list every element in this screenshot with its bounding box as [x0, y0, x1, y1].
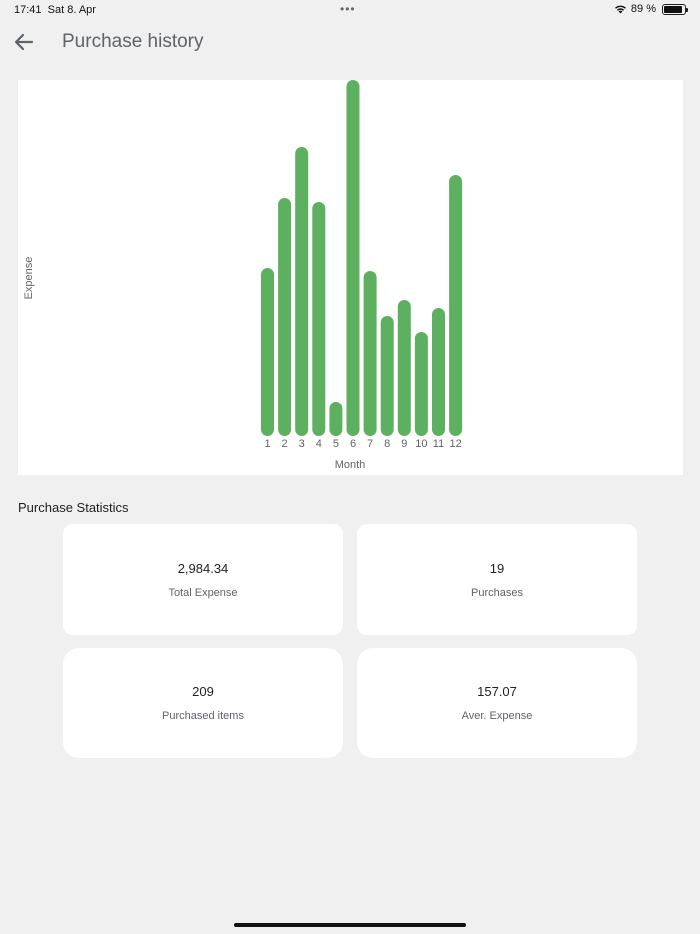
status-time-text: 17:41 [14, 4, 42, 16]
x-tick-label: 12 [449, 438, 461, 450]
x-tick-label: 2 [282, 438, 288, 450]
x-tick-label: 11 [433, 438, 444, 450]
expense-bar-chart: Expense Month 1 2 3 4 5 6 7 8 9 10 11 12 [23, 80, 463, 471]
status-indicators: 89 % [614, 3, 688, 15]
bar-month-8[interactable] [380, 316, 394, 436]
app-header: Purchase history [0, 24, 700, 60]
bar-month-10[interactable] [414, 332, 428, 436]
battery-percent: 89 % [630, 3, 656, 15]
back-arrow-icon[interactable] [12, 30, 36, 54]
expense-chart: Expense Month 1 2 3 4 5 6 7 8 9 10 11 12 [18, 80, 683, 475]
bar-month-2[interactable] [278, 198, 292, 436]
bar-month-11[interactable] [432, 308, 445, 436]
battery-icon [662, 3, 688, 15]
x-tick-label: 10 [415, 438, 427, 450]
x-tick-label: 3 [299, 438, 305, 450]
stat-card-total-expense: 2,984.34 Total Expense [63, 524, 343, 635]
status-date: Sat 8. Apr [47, 4, 96, 16]
stat-label: Purchases [471, 586, 523, 599]
home-indicator[interactable] [234, 923, 466, 927]
statistics-section-title: Purchase Statistics [18, 500, 129, 515]
y-axis-label: Expense [23, 257, 35, 300]
wifi-icon [614, 5, 626, 14]
bar-month-5[interactable] [329, 402, 343, 436]
x-tick-label: 9 [401, 438, 407, 450]
stat-value: 157.07 [477, 684, 517, 699]
x-tick-label: 7 [367, 438, 373, 450]
stat-card-purchases: 19 Purchases [357, 524, 637, 635]
bar-month-9[interactable] [397, 300, 411, 436]
bar-month-12[interactable] [449, 175, 463, 436]
x-tick-label: 4 [316, 438, 322, 450]
x-tick-label: 1 [264, 438, 270, 450]
stat-card-purchased-items: 209 Purchased items [63, 648, 343, 758]
stat-value: 209 [192, 684, 214, 699]
x-tick-label: 8 [384, 438, 390, 450]
page-title: Purchase history [62, 31, 204, 52]
status-time: 17:41 Sat 8. Apr [14, 4, 96, 16]
status-bar: 17:41 Sat 8. Apr ••• 89 % [0, 0, 700, 20]
x-tick-label: 6 [350, 438, 356, 450]
bar-month-7[interactable] [363, 271, 377, 436]
stat-label: Aver. Expense [461, 710, 533, 722]
stat-label: Purchased items [162, 710, 244, 722]
bar-month-6[interactable] [346, 80, 360, 436]
x-axis-label: Month [335, 459, 366, 471]
stat-label: Total Expense [168, 586, 238, 599]
bar-month-3[interactable] [295, 147, 309, 436]
multitasking-dots-icon[interactable]: ••• [340, 2, 356, 16]
stat-card-average-expense: 157.07 Aver. Expense [357, 648, 637, 758]
x-tick-label: 5 [333, 438, 339, 450]
bar-month-1[interactable] [261, 268, 274, 436]
bar-month-4[interactable] [312, 202, 326, 436]
stat-value: 19 [489, 560, 505, 576]
stat-value: 2,984.34 [177, 560, 229, 576]
